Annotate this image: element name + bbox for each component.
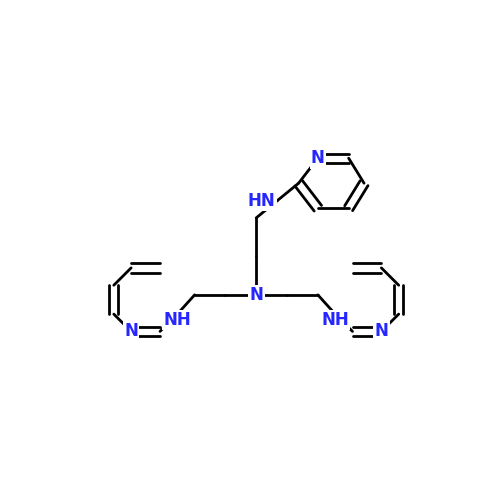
Text: N: N: [250, 286, 263, 304]
Text: NH: NH: [322, 311, 349, 329]
Text: N: N: [124, 322, 138, 340]
Text: NH: NH: [164, 311, 191, 329]
Text: N: N: [374, 322, 388, 340]
Text: HN: HN: [248, 192, 276, 210]
Text: N: N: [311, 149, 325, 167]
